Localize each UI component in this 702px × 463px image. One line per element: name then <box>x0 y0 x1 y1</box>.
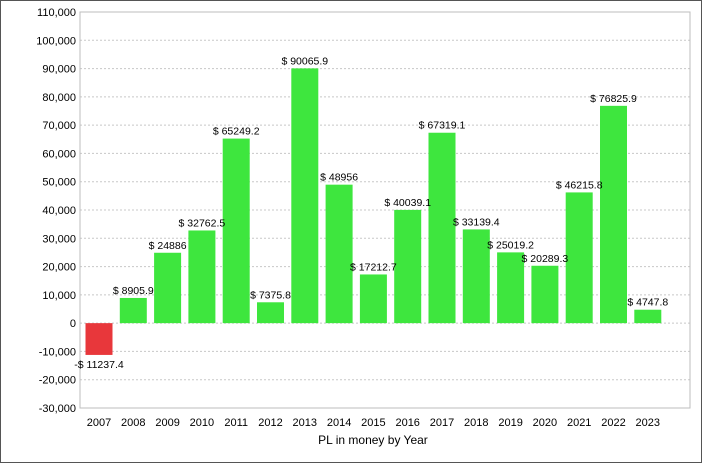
data-label: $ 46215.8 <box>556 179 603 191</box>
bar-2016 <box>394 209 422 324</box>
y-tick-label: 30,000 <box>42 233 76 245</box>
bar-2007 <box>85 323 113 355</box>
x-axis-ticks: 2007 2008 2009 2010 2011 2012 2013 2014 2015 2016… <box>87 417 660 429</box>
bar-2023 <box>634 309 662 324</box>
y-tick-label: 60,000 <box>42 148 76 160</box>
x-tick-label: 2020 <box>533 417 557 429</box>
data-label: $ 17212.7 <box>350 261 397 273</box>
x-tick-label: 2013 <box>293 417 317 429</box>
x-tick-label: 2009 <box>155 417 179 429</box>
data-label: $ 76825.9 <box>590 93 637 105</box>
y-tick-label: 100,000 <box>36 35 76 47</box>
x-tick-label: 2010 <box>190 417 214 429</box>
x-tick-label: 2023 <box>636 417 660 429</box>
bar-2012 <box>257 302 284 324</box>
x-tick-label: 2008 <box>121 417 145 429</box>
data-label: $ 65249.2 <box>213 126 260 138</box>
y-tick-label: 40,000 <box>42 205 76 217</box>
bar-2021 <box>565 192 593 324</box>
bar-2020 <box>531 265 559 324</box>
data-label: -$ 11237.4 <box>74 359 124 371</box>
bar-2014 <box>325 184 353 324</box>
data-label: $ 24886 <box>149 240 187 252</box>
data-labels: -$ 11237.4 $ 8905.9 $ 24886 $ 32762.5 $ 6524… <box>74 55 668 371</box>
data-label: $ 4747.8 <box>627 297 668 309</box>
bar-2013 <box>291 68 319 324</box>
data-label: $ 67319.1 <box>419 120 466 132</box>
bar-2019 <box>497 252 525 324</box>
plot-area <box>79 11 691 409</box>
x-tick-label: 2016 <box>395 417 419 429</box>
data-label: $ 33139.4 <box>453 216 500 228</box>
x-tick-label: 2015 <box>361 417 385 429</box>
bar-2018 <box>462 229 490 324</box>
bar-2011 <box>222 138 250 324</box>
x-tick-label: 2014 <box>327 417 351 429</box>
y-tick-label: -20,000 <box>39 375 76 387</box>
y-tick-label: 20,000 <box>42 262 76 274</box>
data-label: $ 32762.5 <box>179 217 226 229</box>
x-tick-label: 2022 <box>601 417 625 429</box>
y-tick-label: 0 <box>70 318 76 330</box>
y-tick-label: 10,000 <box>42 290 76 302</box>
x-tick-label: 2007 <box>87 417 111 429</box>
x-tick-label: 2017 <box>430 417 454 429</box>
bar-2022 <box>600 105 627 324</box>
y-tick-label: 70,000 <box>42 120 76 132</box>
data-label: $ 7375.8 <box>250 289 291 301</box>
data-label: $ 90065.9 <box>281 55 328 67</box>
x-tick-label: 2011 <box>224 417 248 429</box>
y-tick-label: -10,000 <box>39 346 76 358</box>
x-tick-label: 2018 <box>464 417 488 429</box>
bar-2017 <box>428 132 456 324</box>
y-tick-label: 50,000 <box>42 177 76 189</box>
y-tick-label: 80,000 <box>42 92 76 104</box>
data-label: $ 8905.9 <box>113 285 154 297</box>
y-tick-label: 110,000 <box>37 7 76 19</box>
bars <box>85 68 662 355</box>
data-label: $ 20289.3 <box>522 253 569 265</box>
x-tick-label: 2021 <box>567 417 591 429</box>
y-tick-label: 90,000 <box>42 64 76 76</box>
y-tick-label: -30,000 <box>39 403 76 415</box>
x-axis-title: PL in money by Year <box>318 433 428 447</box>
bar-2008 <box>119 297 147 324</box>
data-label: $ 40039.1 <box>384 197 431 209</box>
gridlines <box>80 39 690 381</box>
x-tick-label: 2012 <box>258 417 282 429</box>
bar-2015 <box>359 274 387 324</box>
bar-2009 <box>154 252 182 324</box>
y-axis-ticks: -30,000 -20,000 -10,000 0 10,000 20,000 30,000… <box>36 7 76 415</box>
data-label: $ 48956 <box>320 172 358 184</box>
data-label: $ 25019.2 <box>487 239 534 251</box>
bar-2010 <box>188 230 216 324</box>
x-tick-label: 2019 <box>498 417 522 429</box>
